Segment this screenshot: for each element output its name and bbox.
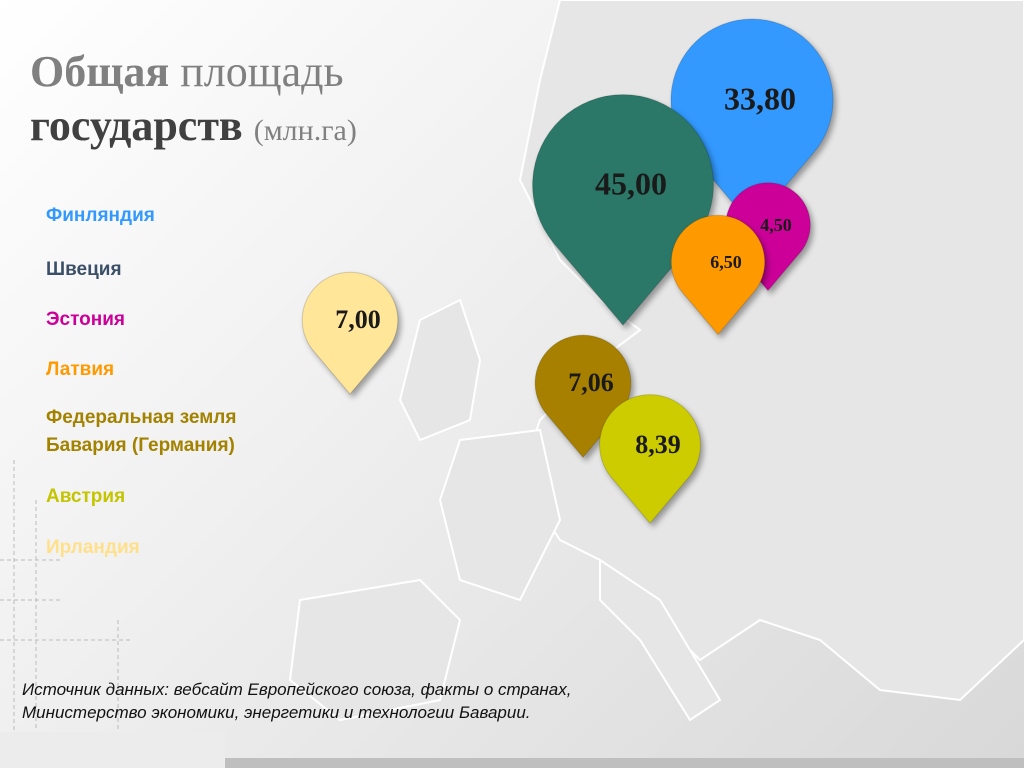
pin-label: 6,50 — [710, 252, 742, 272]
title-word: площадь — [180, 47, 344, 96]
title: государств (млн.га) — [30, 104, 357, 148]
title-word: (млн.га) — [253, 114, 357, 147]
pin-label: 33,80 — [724, 80, 796, 116]
pin-label: 4,50 — [760, 215, 792, 235]
legend-entry: Эстония — [46, 309, 125, 330]
title-word: государств — [30, 101, 243, 150]
legend-entry: Финляндия — [46, 205, 155, 226]
pin-label: 7,00 — [335, 305, 381, 334]
pin — [670, 214, 766, 336]
pin-label: 7,06 — [568, 368, 614, 397]
source: Источник данных: вебсайт Европейского со… — [22, 678, 571, 724]
legend-entry: Латвия — [46, 359, 115, 380]
title-word: Общая — [30, 47, 170, 96]
source-line: Источник данных: вебсайт Европейского со… — [22, 680, 572, 699]
source-line: Министерство экономики, энергетики и тех… — [22, 703, 531, 722]
footer-band — [0, 732, 225, 768]
legend-entry: Ирландия — [46, 537, 140, 558]
pin-label: 8,39 — [635, 430, 681, 459]
pin — [599, 394, 701, 524]
legend-entry: Австрия — [46, 486, 126, 507]
deco-grid — [0, 460, 130, 730]
pin-label: 45,00 — [595, 165, 667, 201]
legend-entry: Федеральная земля Бавария (Германия) — [46, 407, 237, 456]
legend-entry: Швеция — [46, 259, 122, 280]
title: Общая площадь — [30, 50, 344, 94]
pin — [532, 94, 714, 326]
pin — [301, 271, 399, 395]
footer-band — [225, 758, 1024, 768]
